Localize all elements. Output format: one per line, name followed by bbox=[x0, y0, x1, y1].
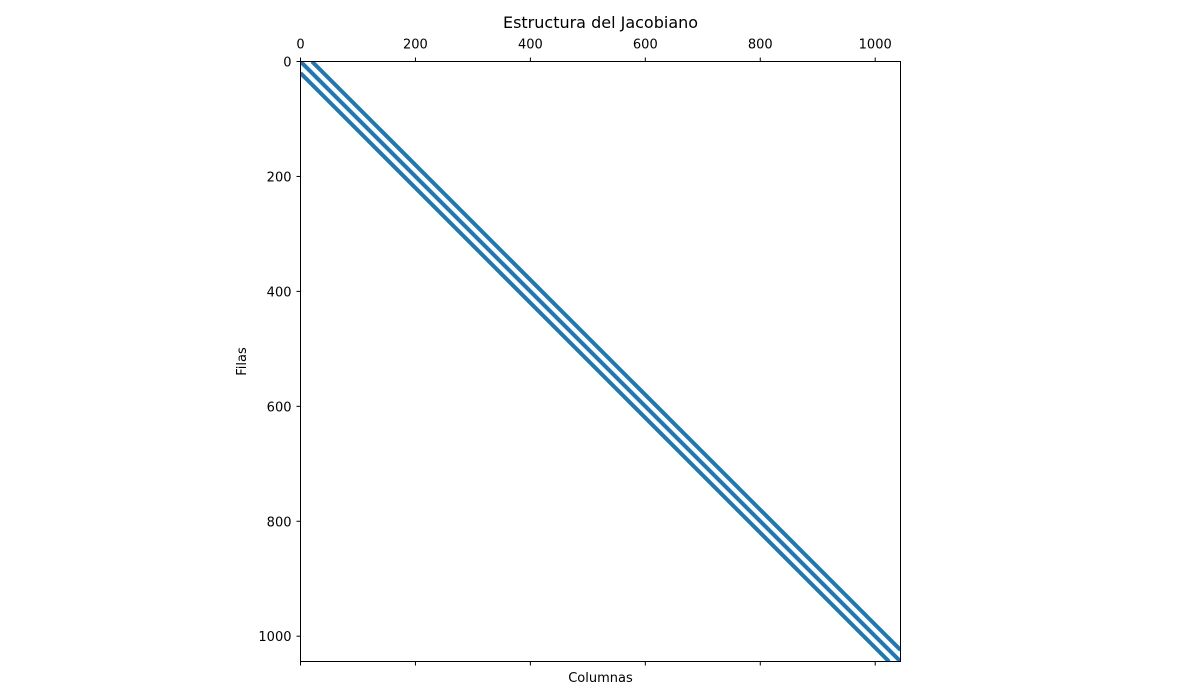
y-tick-label-0: 0 bbox=[283, 56, 291, 71]
x-tick-label-600: 600 bbox=[633, 38, 658, 53]
plot-frame bbox=[300, 61, 901, 662]
x-tick-label-400: 400 bbox=[518, 38, 543, 53]
diagonal-band-3 bbox=[300, 71, 891, 662]
x-tick-label-800: 800 bbox=[748, 38, 773, 53]
chart-title: Estructura del Jacobiano bbox=[503, 13, 698, 32]
x-axis-title: Columnas bbox=[568, 671, 633, 686]
spy-marks bbox=[300, 61, 901, 662]
y-axis-title: Filas bbox=[235, 347, 250, 376]
diagonal-band-2 bbox=[300, 61, 901, 662]
y-tick-label-200: 200 bbox=[267, 170, 292, 185]
x-axis-ticks: 0 200 400 600 800 1000 bbox=[296, 38, 892, 666]
x-tick-label-200: 200 bbox=[403, 38, 428, 53]
x-tick-label-0: 0 bbox=[296, 38, 304, 53]
y-tick-label-1000: 1000 bbox=[258, 630, 291, 645]
y-tick-label-600: 600 bbox=[267, 400, 292, 415]
diagonal-band-1 bbox=[310, 61, 901, 652]
y-axis-ticks: 0 200 400 600 800 1000 bbox=[258, 56, 301, 645]
y-tick-label-400: 400 bbox=[267, 285, 292, 300]
y-tick-label-800: 800 bbox=[267, 515, 292, 530]
x-tick-label-1000: 1000 bbox=[859, 38, 892, 53]
